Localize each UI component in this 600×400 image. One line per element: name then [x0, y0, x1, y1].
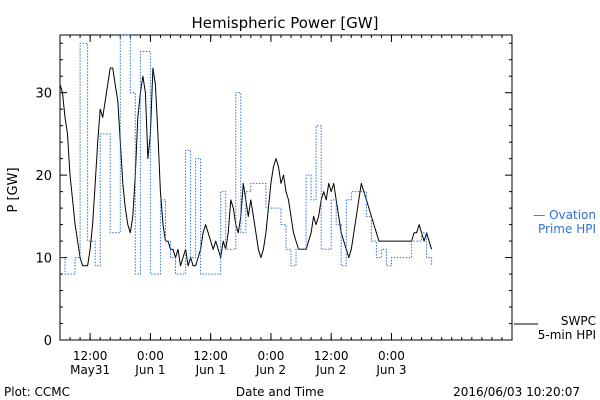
- y-tick-label: 10: [35, 252, 52, 267]
- x-tick-label-date: May31: [70, 363, 110, 377]
- y-tick-label: 0: [44, 334, 52, 349]
- x-tick-label-time: 0:00: [257, 349, 284, 363]
- y-tick-label: 30: [35, 87, 52, 102]
- x-tick-label-date: Jun 3: [375, 363, 406, 377]
- x-tick-label-date: Jun 2: [315, 363, 346, 377]
- legend-ovation-line1: — Ovation: [533, 208, 596, 222]
- x-tick-label-date: Jun 2: [255, 363, 286, 377]
- x-tick-label-date: Jun 1: [134, 363, 165, 377]
- x-tick-label-time: 0:00: [137, 349, 164, 363]
- ovation-prime-hpi-line: [60, 34, 433, 275]
- x-tick-label-time: 12:00: [73, 349, 108, 363]
- plot-frame: [59, 34, 513, 341]
- footer-plot-credit: Plot: CCMC: [4, 385, 70, 399]
- series-layer: [59, 34, 433, 275]
- axes-layer: [59, 34, 513, 341]
- y-axis-label: P [GW]: [6, 167, 21, 212]
- footer-timestamp: 2016/06/03 10:20:07: [453, 385, 580, 399]
- swpc-hpi-line: [59, 67, 433, 267]
- x-tick-label-time: 12:00: [193, 349, 228, 363]
- x-tick-label-date: Jun 1: [195, 363, 226, 377]
- legend-swpc-line2: 5-min HPI: [538, 328, 596, 342]
- x-axis-label: Date and Time: [236, 385, 324, 399]
- legend-swpc-line1: SWPC: [561, 314, 596, 328]
- legend-ovation-line2: Prime HPI: [538, 222, 596, 236]
- x-tick-label-time: 0:00: [378, 349, 405, 363]
- x-tick-label-time: 12:00: [314, 349, 349, 363]
- chart-title: Hemispheric Power [GW]: [192, 14, 379, 32]
- y-tick-label: 20: [35, 169, 52, 184]
